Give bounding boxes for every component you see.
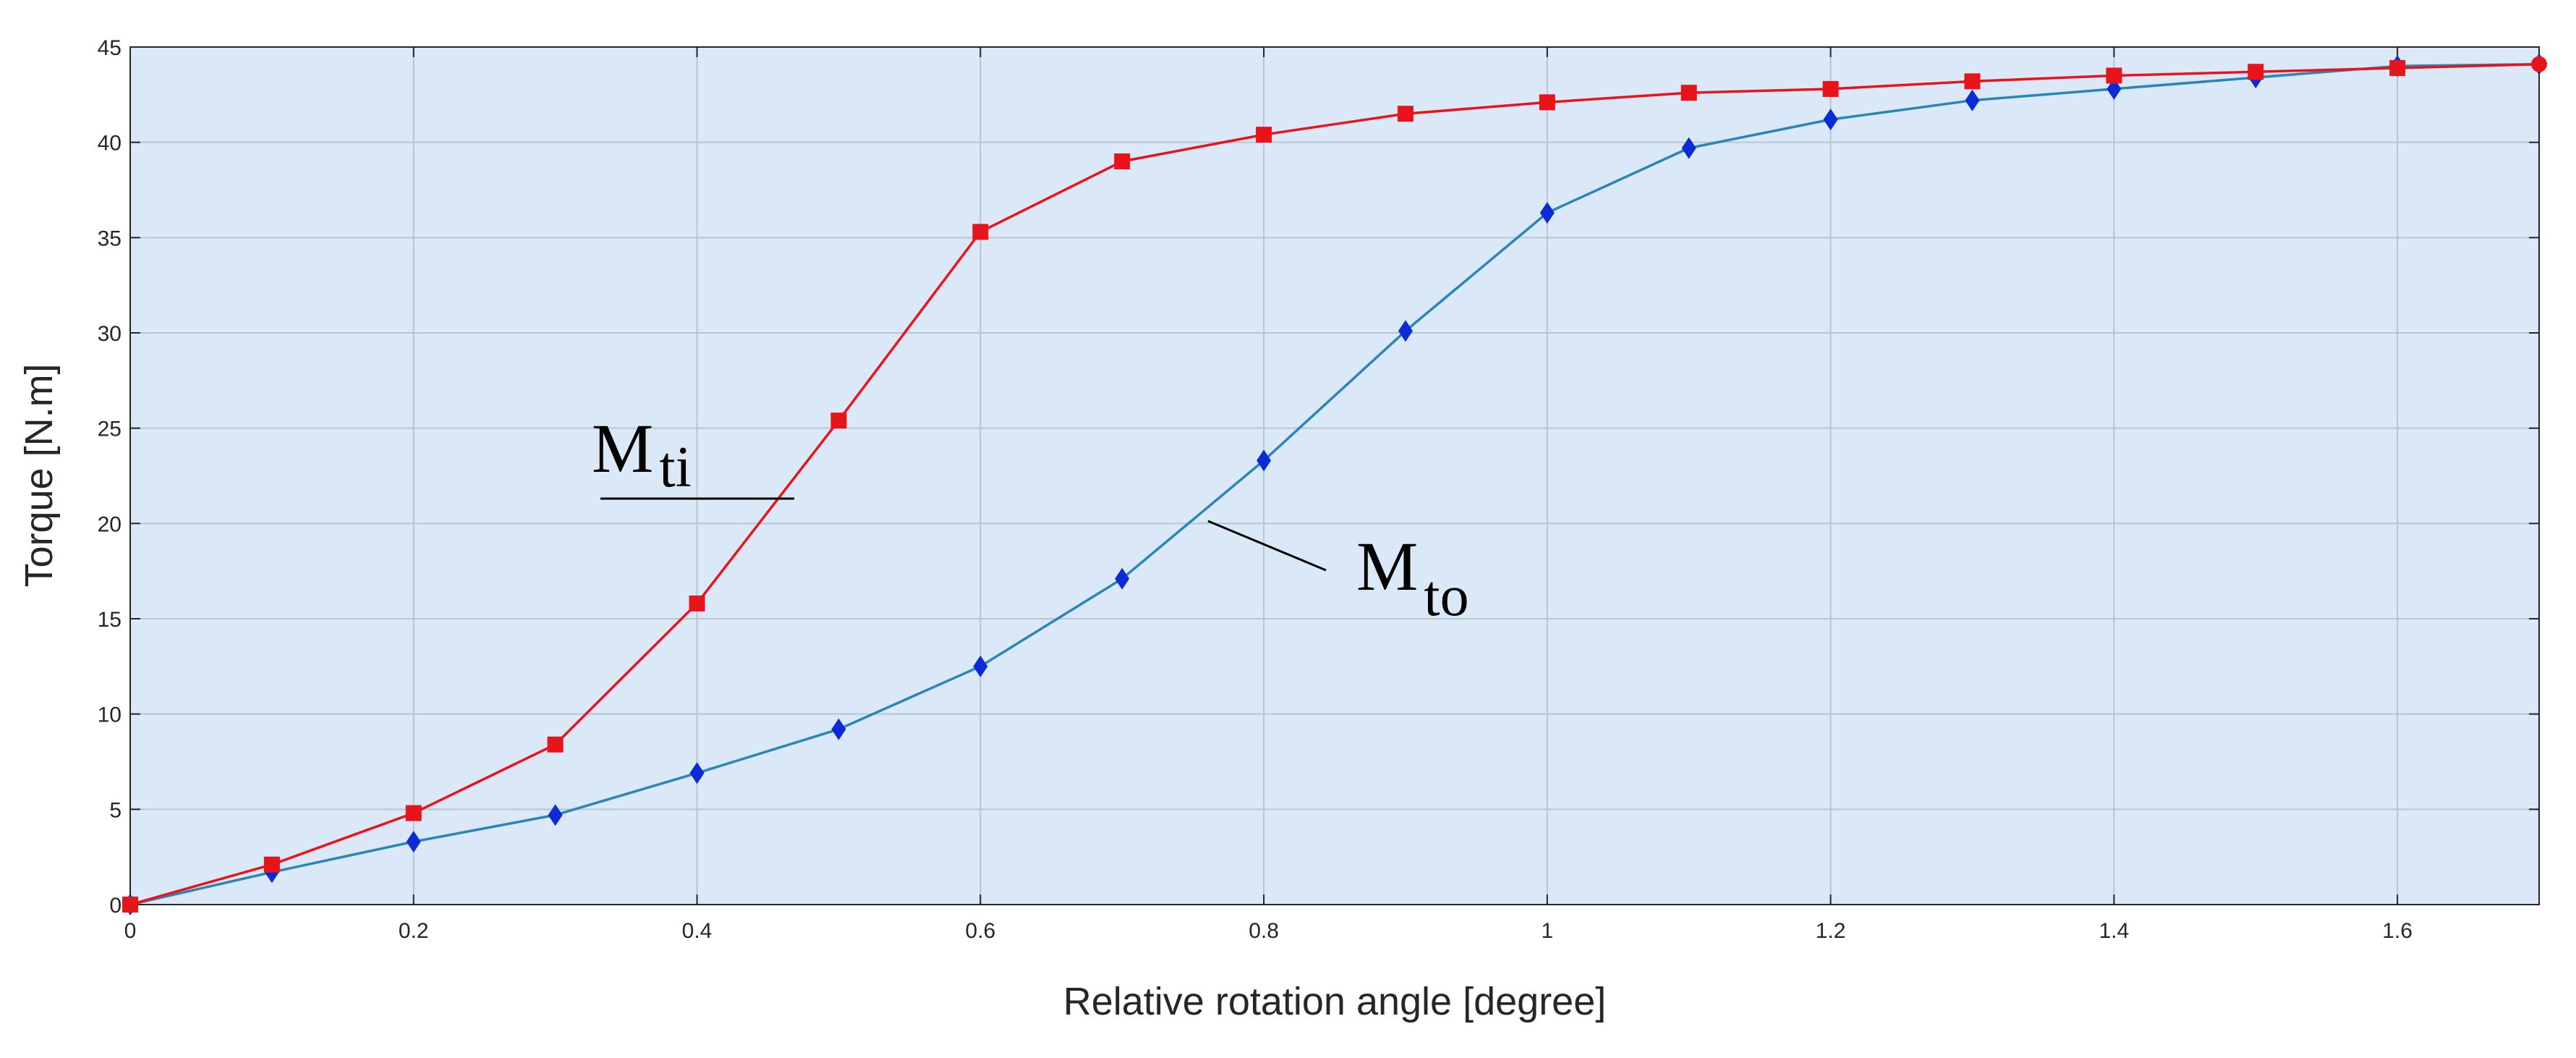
y-tick-label: 5 bbox=[109, 798, 122, 822]
point-mti bbox=[2106, 67, 2122, 84]
point-mti bbox=[547, 736, 564, 753]
y-tick-label: 10 bbox=[98, 703, 122, 727]
y-tick-label: 30 bbox=[98, 322, 122, 346]
point-mti bbox=[972, 224, 989, 240]
point-mti bbox=[1114, 153, 1131, 169]
y-tick-label: 25 bbox=[98, 418, 122, 441]
y-tick-label: 40 bbox=[98, 132, 122, 156]
point-mti bbox=[122, 897, 138, 913]
point-mti bbox=[689, 595, 705, 611]
series-mti bbox=[122, 56, 2547, 913]
point-mto bbox=[1965, 89, 1980, 111]
x-axis-title: Relative rotation angle [degree] bbox=[1063, 980, 1607, 1023]
point-mti bbox=[1256, 127, 1272, 143]
point-mto bbox=[1398, 320, 1413, 342]
point-mti bbox=[1964, 73, 1981, 90]
point-mti bbox=[2531, 56, 2547, 72]
point-mto bbox=[1539, 202, 1555, 224]
x-tick-label: 1.2 bbox=[1816, 919, 1846, 943]
point-mto bbox=[1681, 137, 1696, 159]
series bbox=[122, 53, 2547, 915]
point-mti bbox=[1822, 80, 1839, 97]
series-line-mto bbox=[129, 62, 2540, 906]
point-mto bbox=[1257, 449, 1272, 472]
x-tick-label: 0.4 bbox=[682, 919, 713, 943]
y-tick-label: 45 bbox=[98, 36, 122, 60]
point-mto bbox=[548, 804, 563, 826]
y-axis-title: Torque [N.m] bbox=[17, 363, 61, 587]
x-tick-label: 0 bbox=[124, 919, 137, 943]
point-mto bbox=[973, 655, 988, 677]
mto-leader-line bbox=[1207, 520, 1327, 572]
grid bbox=[130, 47, 2539, 905]
plot-area bbox=[130, 47, 2539, 905]
y-tick-label: 20 bbox=[98, 512, 122, 536]
point-mti bbox=[2248, 64, 2264, 80]
point-mti bbox=[830, 412, 847, 429]
y-tick-label: 0 bbox=[109, 894, 122, 918]
y-tick-label: 15 bbox=[98, 608, 122, 632]
y-tick-label: 35 bbox=[98, 227, 122, 250]
point-mti bbox=[1680, 85, 1697, 101]
point-mti bbox=[263, 856, 280, 873]
x-tick-label: 0.2 bbox=[399, 919, 429, 943]
x-tick-label: 1.4 bbox=[2099, 919, 2129, 943]
point-mto bbox=[689, 762, 705, 784]
point-mti bbox=[2389, 59, 2406, 76]
point-mti bbox=[1539, 94, 1555, 111]
point-mti bbox=[1397, 106, 1414, 122]
plot-frame bbox=[129, 46, 2540, 905]
point-mto bbox=[1115, 567, 1130, 590]
point-mto bbox=[1823, 109, 1838, 131]
x-tick-label: 1.6 bbox=[2382, 919, 2413, 943]
x-tick-label: 0.8 bbox=[1249, 919, 1279, 943]
series-line-mti bbox=[129, 62, 2540, 906]
point-mto bbox=[831, 718, 846, 740]
x-tick-label: 1 bbox=[1541, 919, 1553, 943]
x-tick-label: 0.6 bbox=[965, 919, 995, 943]
point-mti bbox=[405, 805, 422, 821]
point-mto bbox=[406, 831, 421, 853]
axes: 0 0.2 0.4 0.6 0.8 1 1.2 1.4 1.6 0 5 10 15 20 25 30 35 40 4… bbox=[98, 36, 2540, 943]
